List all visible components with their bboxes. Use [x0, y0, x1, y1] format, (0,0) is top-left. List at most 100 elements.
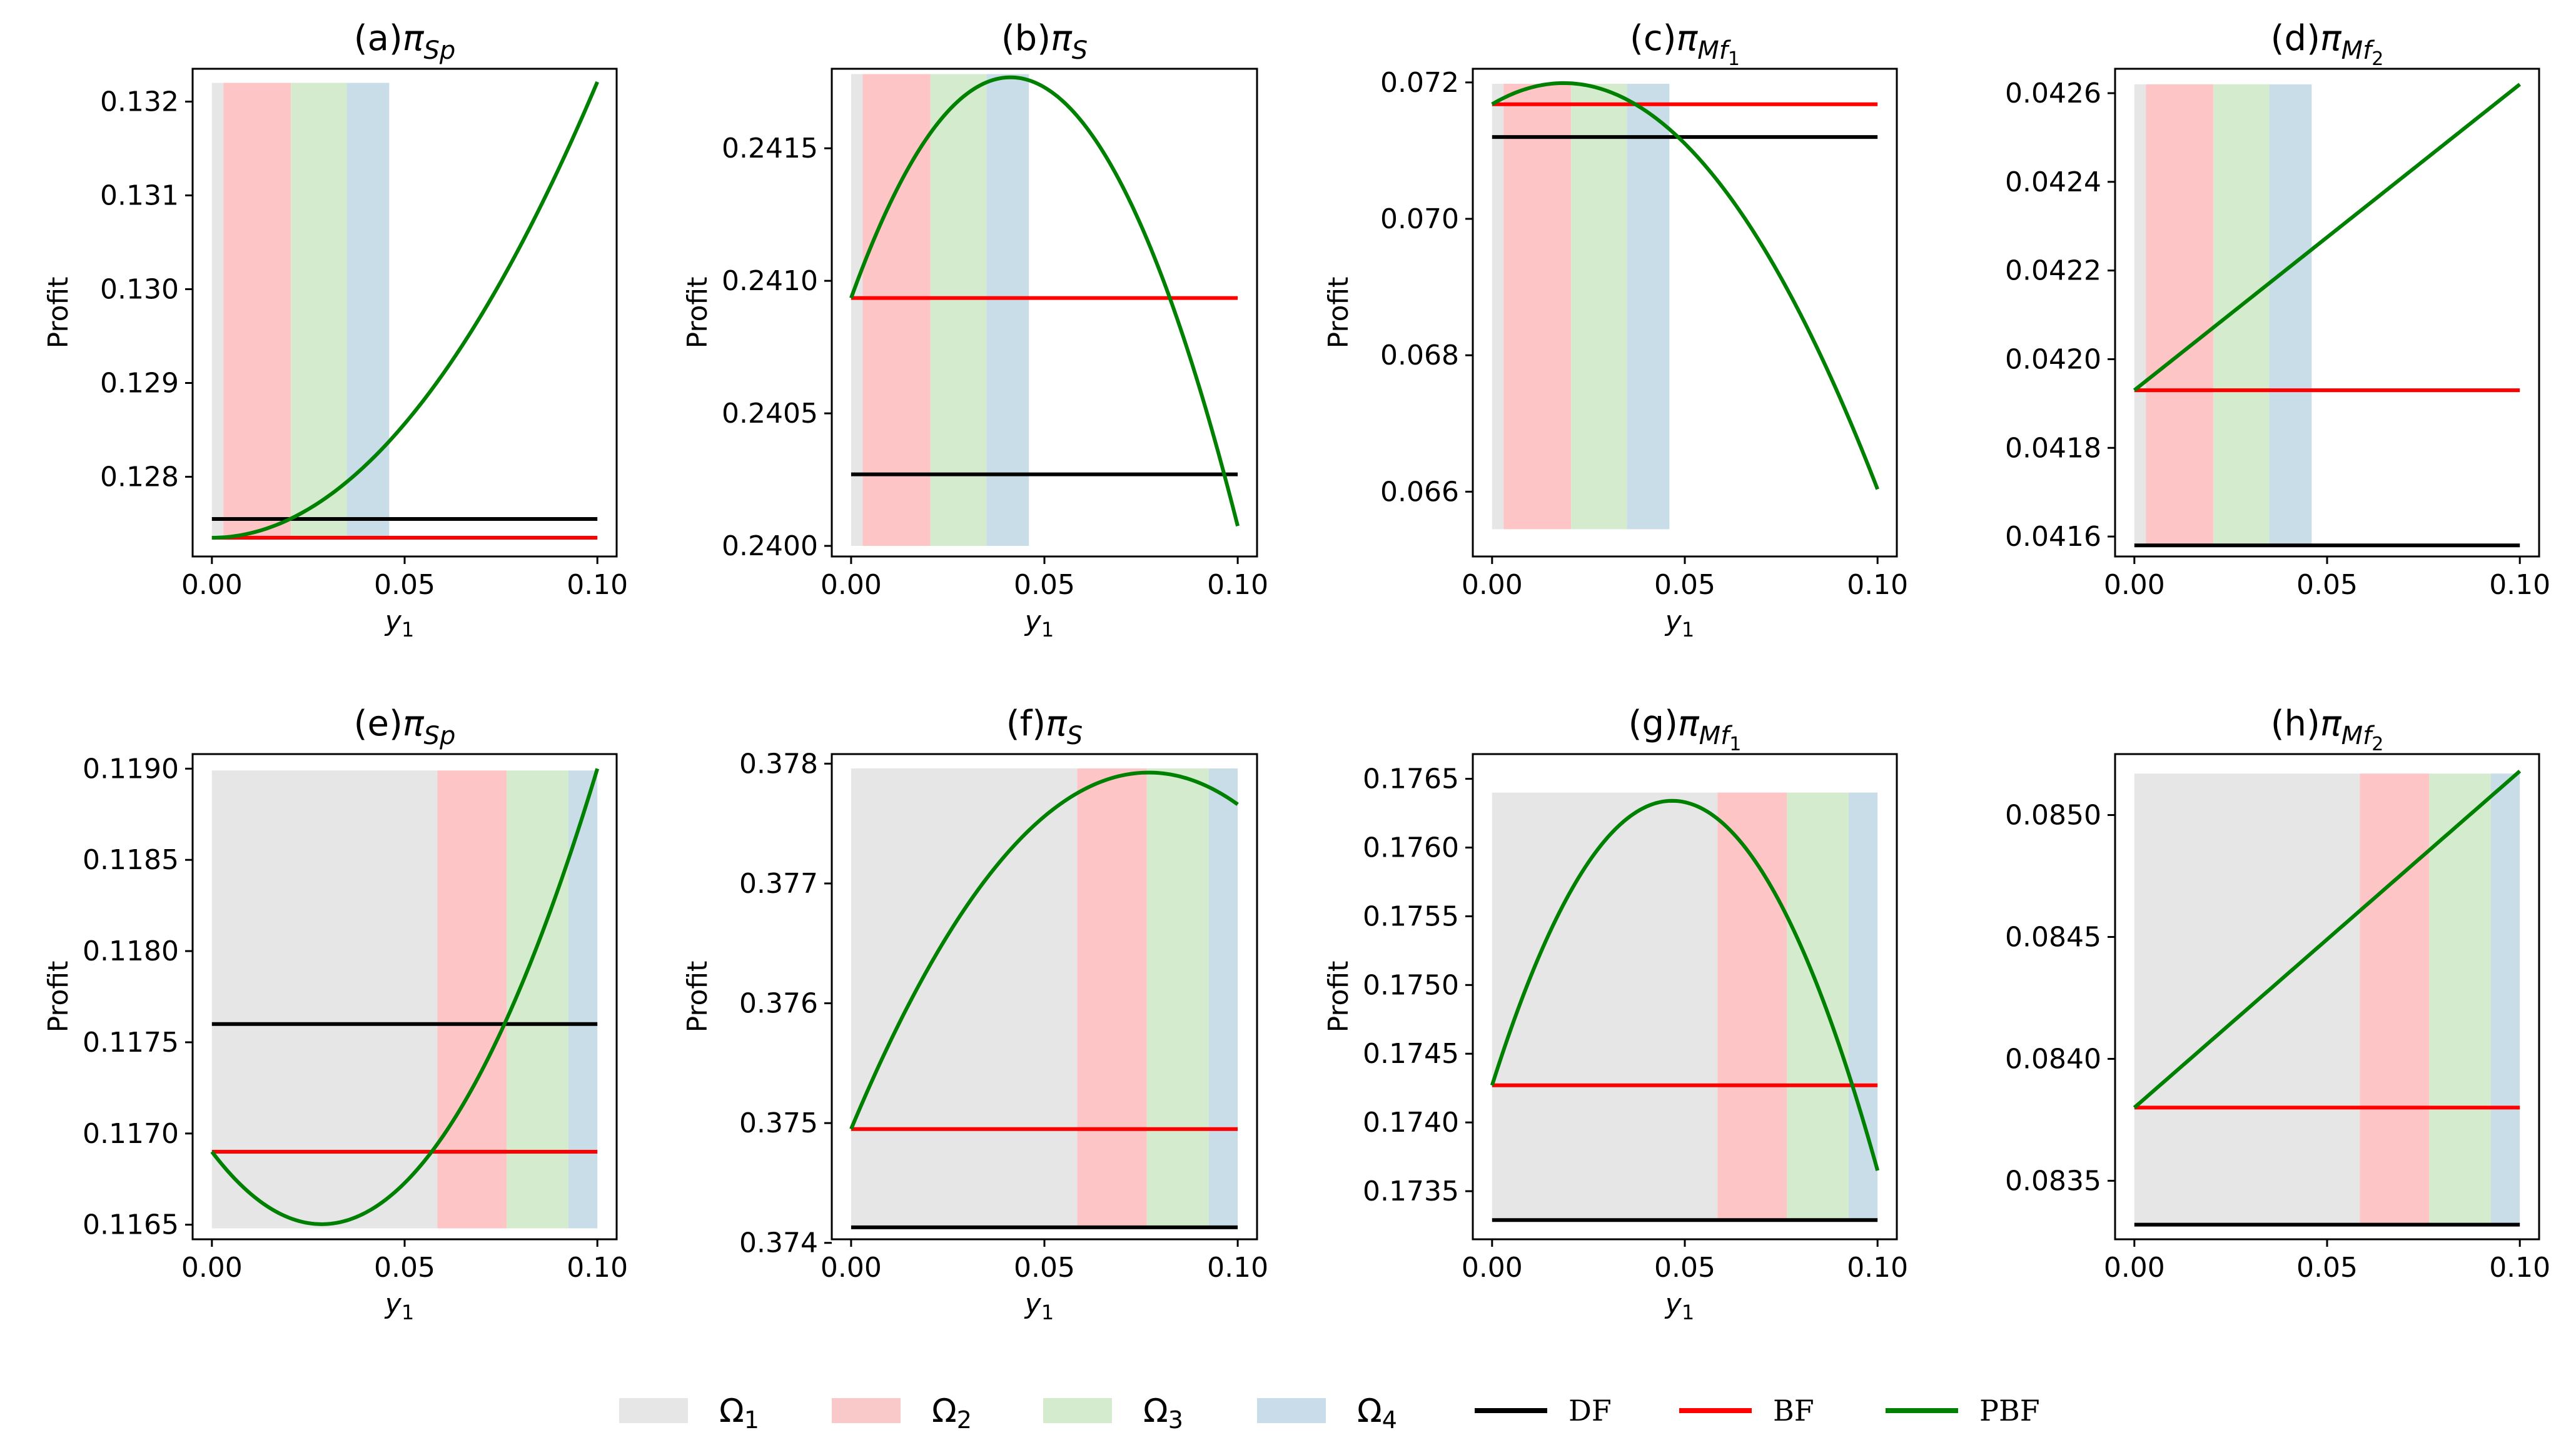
x-axis-label: y1 — [1664, 1288, 1694, 1324]
y-tick-label: 0.2405 — [722, 398, 818, 430]
series-pbf — [211, 81, 599, 540]
x-tick-label: 0.00 — [1462, 569, 1523, 601]
y-tick-label: 0.1760 — [1363, 832, 1459, 863]
y-tick-label: 0.1170 — [83, 1118, 179, 1150]
region-2 — [1503, 84, 1572, 530]
region-3 — [1787, 792, 1849, 1221]
x-tick-label: 0.10 — [1847, 569, 1908, 601]
region-4 — [1208, 768, 1238, 1227]
region-3 — [1571, 84, 1627, 530]
region-2 — [1077, 768, 1147, 1227]
region-2 — [437, 770, 507, 1229]
y-tick-label: 0.374 — [739, 1227, 818, 1259]
x-tick-label: 0.05 — [1014, 1252, 1075, 1284]
x-tick-label: 0.10 — [567, 569, 628, 601]
x-tick-label: 0.05 — [1654, 1252, 1715, 1284]
legend-swatch-omega2 — [832, 1398, 901, 1423]
y-tick-label: 0.1755 — [1363, 900, 1459, 932]
y-tick-label: 0.376 — [739, 988, 818, 1020]
series-pbf — [1491, 81, 1879, 490]
x-tick-label: 0.00 — [2104, 1252, 2165, 1284]
legend-label-omega2: Ω2 — [932, 1392, 972, 1434]
region-2 — [2360, 773, 2430, 1225]
legend-label-omega4: Ω4 — [1357, 1392, 1397, 1434]
panel-f: 0.00 0.05 0.10 0.374 0.375 0.376 0.377 0.378 (f)… — [682, 703, 1268, 1324]
y-tick-label: 0.130 — [100, 274, 179, 306]
y-tick-label: 0.0845 — [2005, 921, 2101, 953]
y-tick-label: 0.128 — [100, 461, 179, 493]
y-tick-label: 0.0422 — [2005, 255, 2101, 287]
x-tick-label: 0.10 — [1847, 1252, 1908, 1284]
x-tick-label: 0.05 — [2296, 569, 2358, 601]
y-tick-label: 0.1745 — [1363, 1038, 1459, 1070]
x-tick-label: 0.00 — [821, 1252, 882, 1284]
y-tick-label: 0.0850 — [2005, 799, 2101, 831]
series-pbf — [2133, 770, 2522, 1109]
region-4 — [1627, 84, 1670, 530]
x-axis-label: y1 — [1024, 1288, 1054, 1324]
legend-swatch-omega3 — [1043, 1398, 1112, 1423]
region-4 — [986, 74, 1029, 546]
y-tick-label: 0.132 — [100, 86, 179, 118]
panel-title: (b)πS — [1001, 18, 1088, 65]
panel-h: 0.00 0.05 0.10 0.0835 0.0840 0.0845 0.0850 (h)π… — [2005, 703, 2550, 1284]
region-3 — [1146, 768, 1209, 1227]
y-tick-label: 0.1175 — [83, 1027, 179, 1059]
region-4 — [2490, 773, 2520, 1225]
y-tick-label: 0.066 — [1380, 476, 1459, 508]
region-1 — [2134, 84, 2146, 546]
x-tick-label: 0.00 — [2104, 569, 2165, 601]
y-tick-label: 0.070 — [1380, 203, 1459, 235]
x-tick-label: 0.00 — [181, 1252, 243, 1284]
x-axis-label: y1 — [1024, 605, 1054, 642]
y-tick-label: 0.0840 — [2005, 1043, 2101, 1075]
x-tick-label: 0.10 — [1207, 569, 1268, 601]
region-1 — [1492, 792, 1718, 1221]
series-pbf — [210, 768, 600, 1226]
y-axis-label: Profit — [43, 277, 74, 349]
y-tick-label: 0.1185 — [83, 844, 179, 876]
x-tick-label: 0.00 — [821, 569, 882, 601]
region-3 — [930, 74, 987, 546]
x-axis-label: y1 — [384, 605, 414, 642]
panel-e: 0.00 0.05 0.10 0.1165 0.1170 0.1175 0.1180 0.11… — [43, 703, 628, 1324]
x-axis-label: y1 — [384, 1288, 414, 1324]
y-tick-label: 0.1740 — [1363, 1107, 1459, 1139]
y-axis-label: Profit — [682, 961, 714, 1033]
legend-label-df: DF — [1568, 1394, 1612, 1427]
y-tick-label: 0.0424 — [2005, 166, 2101, 198]
y-tick-label: 0.0426 — [2005, 78, 2101, 109]
region-4 — [2269, 84, 2312, 546]
y-tick-label: 0.2400 — [722, 530, 818, 562]
region-1 — [1492, 84, 1504, 530]
panel-title: (e)πSp — [354, 703, 456, 750]
x-tick-label: 0.05 — [1654, 569, 1715, 601]
panel-d: 0.00 0.05 0.10 0.0416 0.0418 0.0420 0.0422 0.04… — [2005, 18, 2550, 601]
y-axis-label: Profit — [1323, 277, 1355, 349]
region-3 — [2213, 84, 2270, 546]
y-tick-label: 0.1735 — [1363, 1176, 1459, 1207]
y-tick-label: 0.072 — [1380, 67, 1459, 99]
y-tick-label: 0.1165 — [83, 1209, 179, 1241]
series-pbf — [2133, 83, 2522, 392]
y-tick-label: 0.2410 — [722, 265, 818, 297]
region-3 — [2429, 773, 2491, 1225]
region-3 — [291, 83, 347, 538]
region-2 — [2146, 84, 2214, 546]
legend-label-omega3: Ω3 — [1143, 1392, 1183, 1434]
y-tick-label: 0.1190 — [83, 753, 179, 785]
y-tick-label: 0.0835 — [2005, 1165, 2101, 1197]
panel-title: (a)πSp — [354, 18, 456, 65]
y-tick-label: 0.129 — [100, 368, 179, 400]
y-tick-label: 0.2415 — [722, 133, 818, 164]
region-1 — [211, 83, 224, 538]
region-2 — [1717, 792, 1787, 1221]
y-tick-label: 0.1765 — [1363, 763, 1459, 795]
y-tick-label: 0.375 — [739, 1107, 818, 1139]
legend-label-omega1: Ω1 — [719, 1392, 759, 1434]
x-tick-label: 0.10 — [1207, 1252, 1268, 1284]
x-tick-label: 0.05 — [2296, 1252, 2358, 1284]
region-1 — [851, 768, 1078, 1227]
panel-b: 0.00 0.05 0.10 0.2400 0.2405 0.2410 0.2415 (b)π… — [682, 18, 1268, 642]
